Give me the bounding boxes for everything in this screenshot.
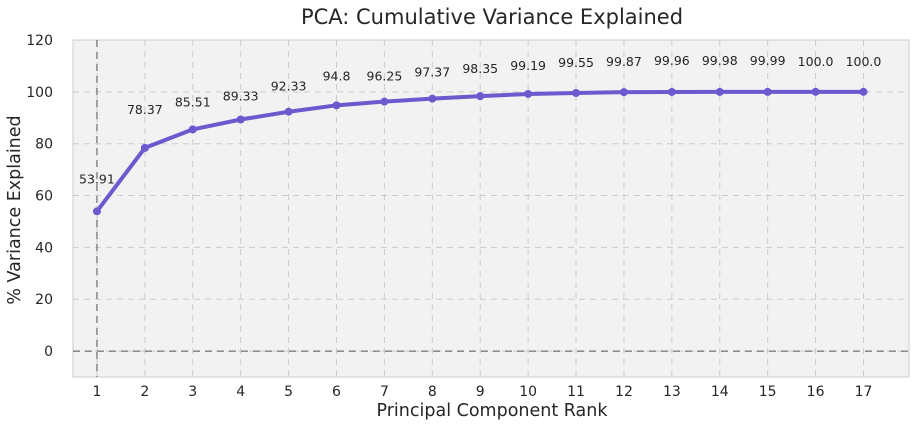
x-tick-label: 1	[92, 384, 101, 400]
data-point	[667, 87, 676, 96]
x-tick-label: 4	[236, 384, 245, 400]
data-point	[332, 101, 341, 110]
chart-title: PCA: Cumulative Variance Explained	[301, 5, 683, 29]
data-value-label: 85.51	[175, 94, 211, 109]
data-value-label: 98.35	[462, 61, 498, 76]
data-value-label: 100.0	[846, 54, 882, 69]
x-tick-label: 14	[711, 384, 729, 400]
data-value-label: 92.33	[271, 79, 307, 94]
x-tick-label: 8	[428, 384, 437, 400]
x-tick-label: 10	[519, 384, 537, 400]
data-point	[284, 107, 293, 116]
data-point	[140, 143, 149, 152]
data-point	[428, 94, 437, 103]
x-tick-label: 2	[140, 384, 149, 400]
x-tick-label: 7	[380, 384, 389, 400]
y-axis-label: % Variance Explained	[5, 115, 25, 304]
data-value-label: 89.33	[223, 89, 259, 104]
data-point	[763, 87, 772, 96]
x-tick-label: 13	[663, 384, 681, 400]
x-tick-label: 3	[188, 384, 197, 400]
y-tick-label: 120	[26, 33, 53, 49]
data-value-label: 97.37	[414, 65, 450, 80]
data-value-label: 78.37	[127, 102, 163, 117]
data-value-label: 99.99	[750, 53, 786, 68]
data-labels: 53.91 78.37 85.51 89.33 92.33 94.8 96.25 97.37 9…	[79, 53, 881, 186]
x-tick-label: 9	[476, 384, 485, 400]
y-tick-label: 20	[35, 292, 53, 308]
x-tick-label: 15	[759, 384, 777, 400]
y-tick-label: 40	[35, 240, 53, 256]
data-point	[572, 89, 581, 98]
data-value-label: 96.25	[367, 69, 403, 84]
data-point	[524, 89, 533, 98]
x-tick-label: 16	[807, 384, 825, 400]
data-point	[476, 92, 485, 101]
series-line	[92, 87, 868, 216]
data-point	[811, 87, 820, 96]
data-point	[236, 115, 245, 124]
data-value-label: 53.91	[79, 171, 115, 186]
y-tick-label: 80	[35, 137, 53, 153]
data-point	[188, 125, 197, 134]
data-point	[619, 88, 628, 97]
data-value-label: 100.0	[798, 54, 834, 69]
x-axis-label: Principal Component Rank	[376, 401, 608, 421]
y-tick-label: 100	[26, 85, 53, 101]
data-point	[380, 97, 389, 106]
x-tick-label: 17	[855, 384, 873, 400]
data-value-label: 99.98	[702, 53, 738, 68]
data-point	[859, 87, 868, 96]
y-tick-label: 0	[44, 344, 53, 360]
data-point	[92, 207, 101, 216]
x-tick-label: 11	[567, 384, 585, 400]
x-tick-label: 6	[332, 384, 341, 400]
data-value-label: 99.87	[606, 54, 642, 69]
data-value-label: 99.55	[558, 55, 594, 70]
x-tick-label: 12	[615, 384, 633, 400]
data-value-label: 94.8	[323, 68, 351, 83]
data-point	[715, 87, 724, 96]
y-tick-label: 60	[35, 189, 53, 205]
grid-lines	[73, 39, 909, 377]
data-value-label: 99.96	[654, 53, 690, 68]
x-tick-label: 5	[284, 384, 293, 400]
data-value-label: 99.19	[510, 58, 546, 73]
